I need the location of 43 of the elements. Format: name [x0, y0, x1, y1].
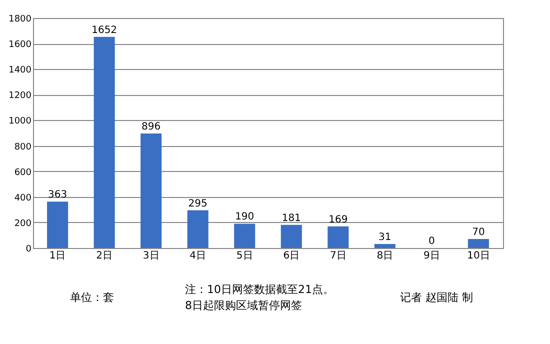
data-label: 31 — [378, 232, 392, 244]
x-tick-label: 5日 — [236, 250, 253, 262]
bar — [94, 36, 115, 248]
bar — [280, 224, 302, 248]
data-label: 169 — [328, 214, 348, 226]
bar — [140, 134, 162, 248]
data-label: 181 — [282, 212, 301, 224]
x-tick-label: 2日 — [96, 250, 113, 262]
data-label: 1652 — [92, 24, 118, 36]
x-tick-label: 9日 — [423, 250, 440, 262]
x-tick-label: 3日 — [142, 250, 160, 262]
text: 记者 赵国陆 制 — [400, 290, 473, 305]
bar — [468, 239, 489, 248]
y-tick-label: 1800 — [8, 14, 32, 24]
bar — [328, 226, 349, 248]
y-tick-label: 1400 — [8, 66, 32, 76]
y-tick-label: 200 — [14, 218, 32, 229]
text: 单位：套 — [70, 290, 114, 305]
y-tick-label: 400 — [14, 193, 32, 204]
x-tick-label: 10日 — [467, 250, 490, 262]
x-tick-label: 7日 — [330, 250, 346, 262]
bar — [47, 202, 68, 248]
x-tick-label: 8日 — [376, 250, 394, 262]
y-tick-label: 1200 — [8, 91, 32, 102]
y-tick-label: 600 — [14, 168, 32, 178]
data-label: 295 — [188, 198, 208, 210]
data-label: 70 — [472, 227, 485, 238]
bar — [374, 244, 396, 248]
x-tick-label: 6日 — [283, 250, 300, 262]
y-tick-label: 0 — [26, 244, 32, 254]
text: 注：10日网签数据截至21点。 — [185, 282, 334, 297]
data-label: 896 — [142, 122, 161, 133]
y-tick-label: 800 — [14, 142, 32, 152]
data-label: 0 — [428, 236, 435, 247]
y-tick-label: 1600 — [8, 40, 32, 50]
bar — [234, 224, 256, 248]
x-tick-label: 1日 — [49, 250, 66, 262]
data-label: 363 — [48, 190, 68, 201]
y-tick-label: 1000 — [8, 116, 32, 127]
bar — [187, 210, 208, 248]
x-tick-label: 4日 — [190, 250, 206, 262]
text: 8日起限购区域暂停网签 — [185, 298, 302, 313]
data-label: 190 — [235, 212, 254, 223]
